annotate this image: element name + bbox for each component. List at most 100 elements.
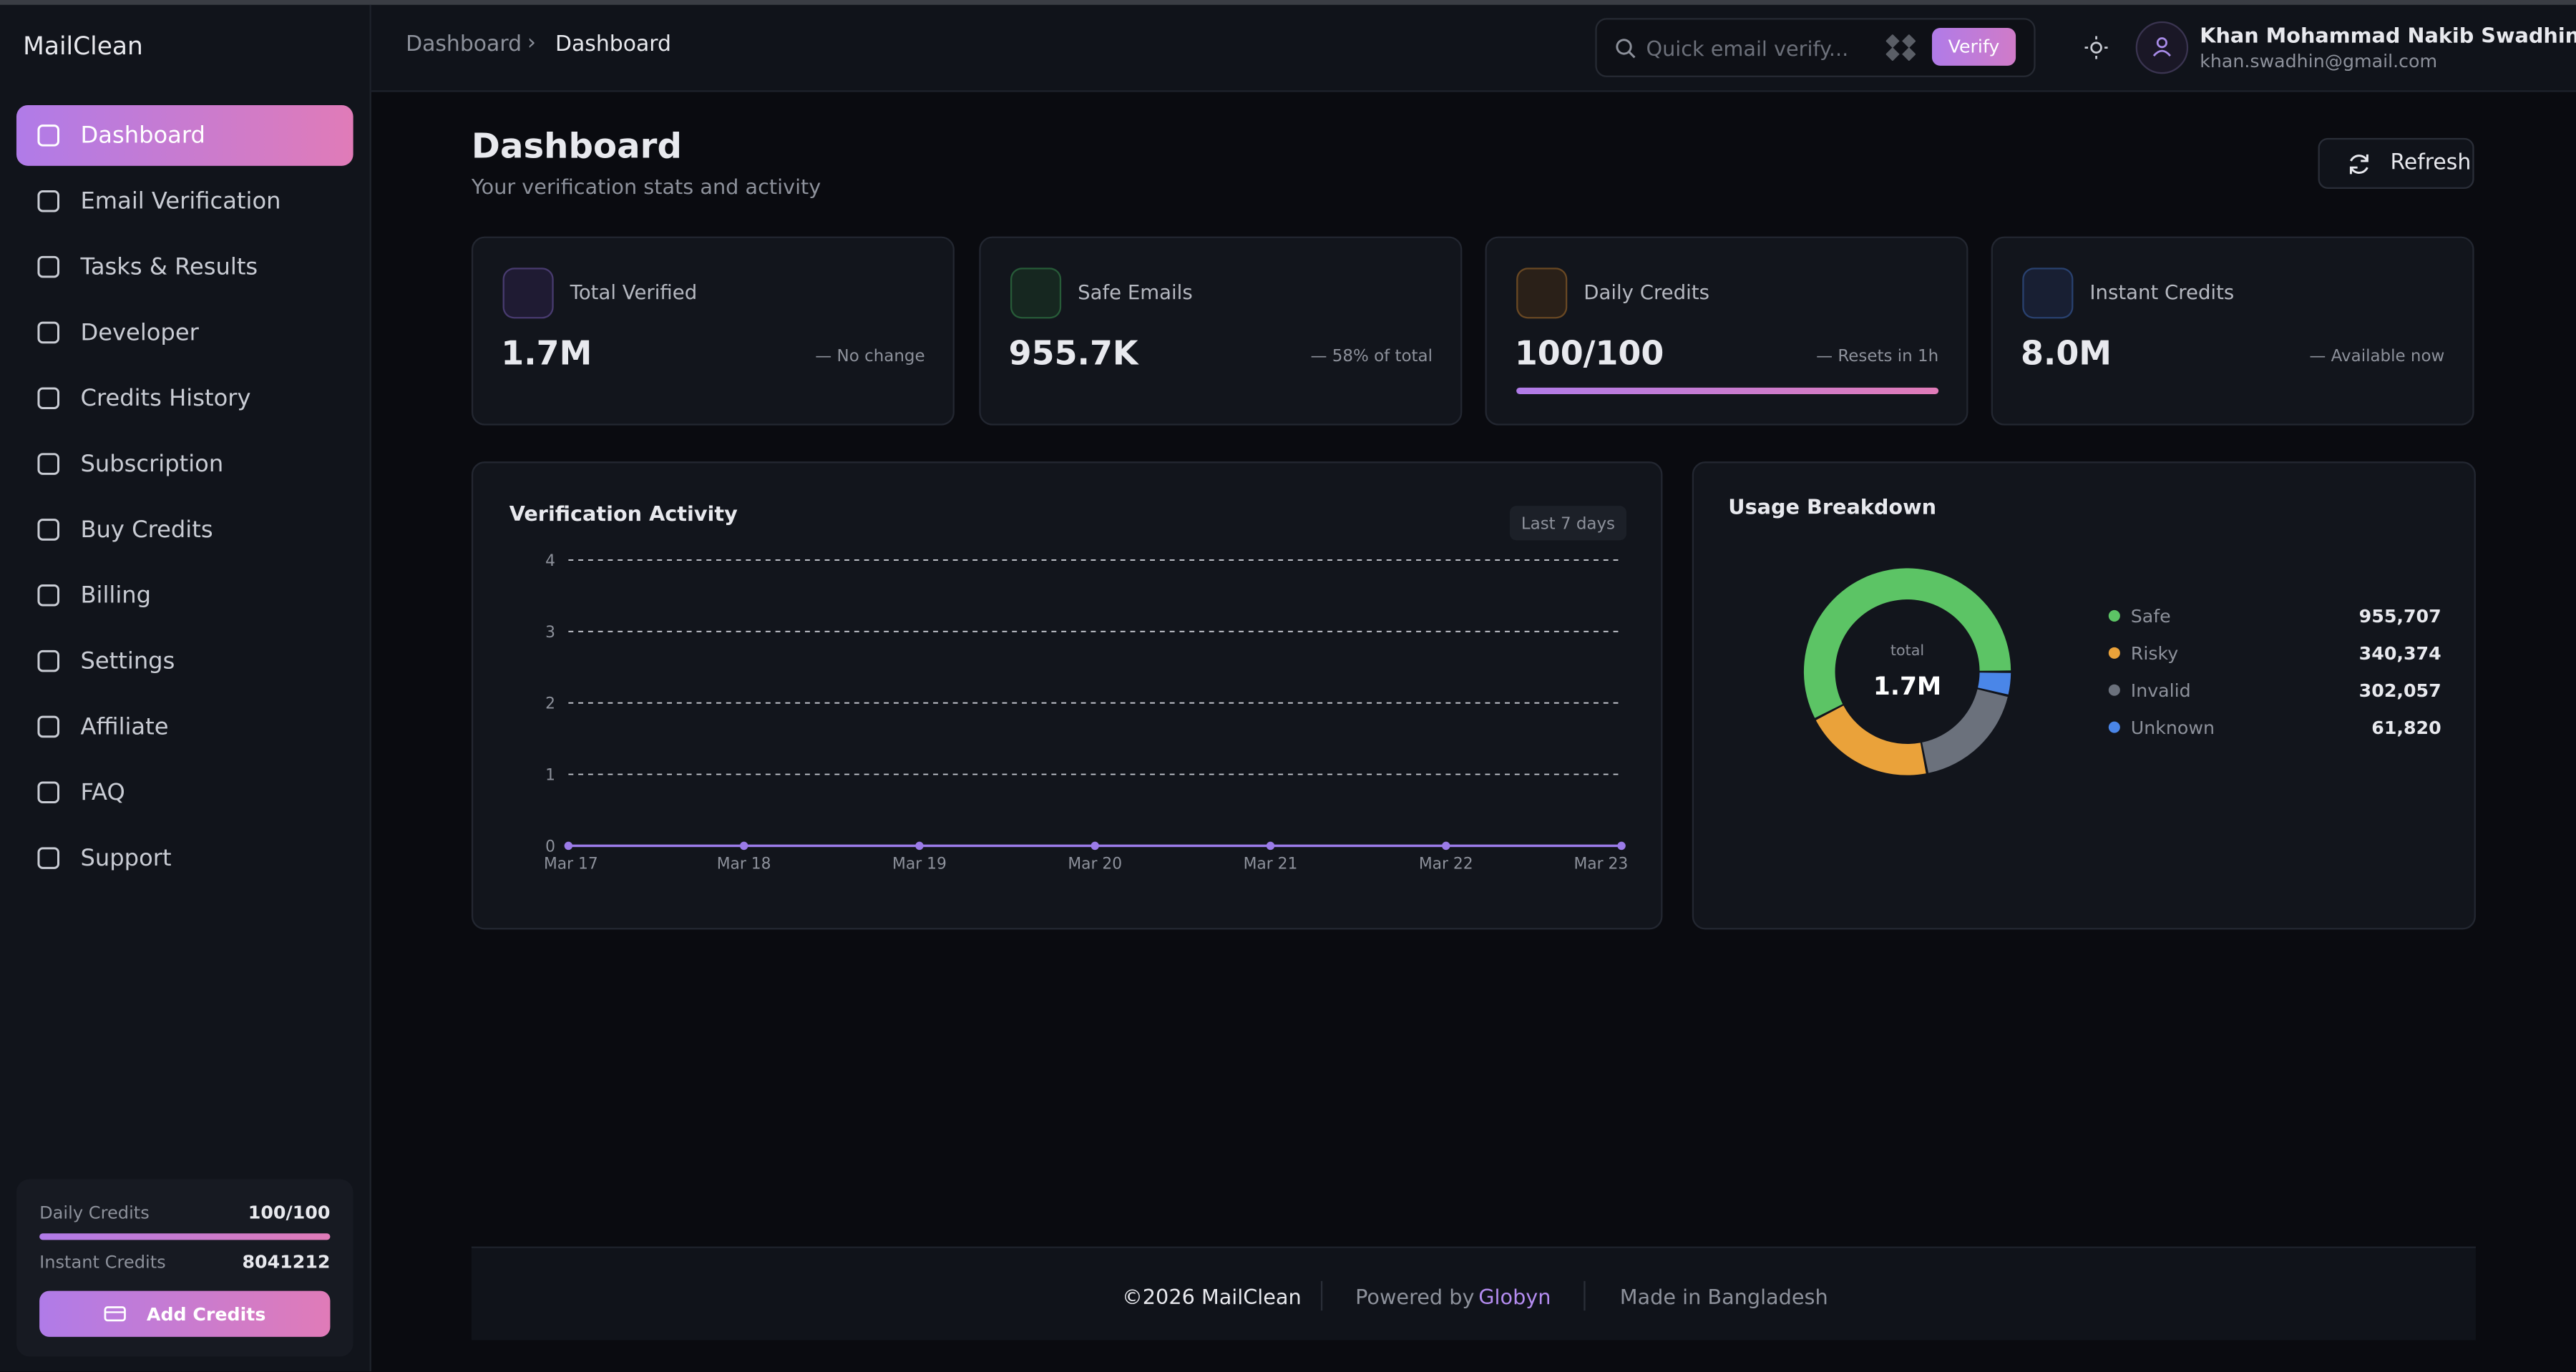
range-label: Last 7 days (1521, 514, 1615, 533)
stat-note: — 58% of total (1310, 348, 1433, 366)
nav-icon (37, 519, 59, 541)
nav-icon-shape (37, 584, 59, 607)
y-tick-label: 3 (545, 624, 555, 642)
nav-icon (37, 715, 59, 738)
stat-value: 955.7K (1008, 333, 1138, 373)
center-label: total (1890, 642, 1924, 659)
activity-point (1266, 841, 1275, 851)
add-credits-button[interactable]: Add Credits (39, 1290, 331, 1337)
nav-item[interactable]: Developer (16, 302, 353, 363)
x-tick-label: Mar 23 (1574, 856, 1628, 873)
nav-item[interactable]: Subscription (16, 433, 353, 494)
y-tick-label: 1 (545, 767, 555, 785)
user-icon (2152, 37, 2171, 57)
user-email: khan.swadhin@gmail.com (2200, 51, 2438, 73)
nav-icon (37, 321, 59, 344)
nav-item[interactable]: Settings (16, 631, 353, 692)
stat-progress (1516, 387, 1939, 395)
legend-label: Invalid (2131, 680, 2191, 701)
nav-label: Credits History (80, 385, 251, 412)
nav-icon (37, 781, 59, 804)
center-value: 1.7M (1873, 672, 1941, 701)
nav-icon (37, 453, 59, 475)
nav-icon (37, 387, 59, 410)
legend-dot (2108, 609, 2120, 622)
activity-point (1091, 841, 1099, 851)
stat-card: Total Verified 1.7M — No change (471, 236, 955, 426)
nav-icon-shape (37, 519, 59, 541)
logo[interactable]: MailClean (23, 31, 143, 61)
stat-label: Safe Emails (1078, 280, 1193, 304)
usage-chart: Usage Breakdown total 1.7M Safe 955,707 Ri… (1728, 495, 2441, 775)
stat-label: Total Verified (570, 280, 698, 304)
stat-value: 8.0M (2020, 333, 2112, 373)
nav-label: Subscription (80, 451, 224, 477)
nav-icon-shape (37, 847, 59, 869)
legend-value: 955,707 (2359, 606, 2441, 627)
nav-icon-shape (37, 650, 59, 672)
theme-toggle[interactable] (2084, 36, 2108, 59)
nav-item[interactable]: Email Verification (16, 171, 353, 232)
daily-bar (39, 1233, 331, 1240)
daily-label: Daily Credits (39, 1203, 150, 1224)
nav-item[interactable]: Dashboard (16, 104, 353, 166)
stat-value: 100/100 (1514, 333, 1664, 373)
x-tick-label: Mar 19 (892, 856, 947, 873)
usage-card: Usage Breakdown total 1.7M Safe 955,707 Ri… (1692, 461, 2476, 930)
footer-link[interactable]: Globyn (1478, 1284, 1551, 1309)
stat-note: — Resets in 1h (1816, 348, 1939, 366)
nav-label: Tasks & Results (80, 253, 258, 280)
nav-item[interactable]: Affiliate (16, 696, 353, 757)
nav-item[interactable]: Credits History (16, 368, 353, 428)
footer-made: Made in Bangladesh (1619, 1284, 1828, 1309)
activity-chart: Verification Activity Last 7 days 0 1 2 3 4 M… (509, 501, 1629, 873)
range-pill[interactable] (1509, 506, 1626, 541)
stat-label: Daily Credits (1584, 280, 1709, 304)
footer-sep (1584, 1280, 1586, 1311)
nav-label: FAQ (80, 779, 125, 806)
search-icon (1616, 39, 1636, 59)
instant-label: Instant Credits (39, 1253, 166, 1273)
page-subtitle: Your verification stats and activity (471, 174, 821, 199)
stat-label: Instant Credits (2089, 280, 2235, 304)
nav-icon (37, 847, 59, 869)
activity-point (739, 841, 748, 851)
nav-icon (37, 650, 59, 672)
refresh-text: Refresh (2390, 151, 2472, 176)
stat-card: Safe Emails 955.7K — 58% of total (979, 236, 1463, 426)
nav-icon (37, 255, 59, 278)
donut-slice (1922, 689, 2008, 773)
activity-point (564, 841, 573, 851)
drag-icon (1885, 34, 1916, 61)
legend-label: Risky (2131, 643, 2178, 664)
breadcrumb-root[interactable]: Dashboard (406, 32, 522, 58)
nav-icon (37, 190, 59, 212)
refresh-button[interactable]: Refresh (2318, 137, 2474, 190)
nav-icon-shape (37, 255, 59, 278)
search-box[interactable]: Quick email verify... Verify (1595, 18, 2036, 77)
nav-item[interactable]: Buy Credits (16, 499, 353, 560)
nav-item[interactable]: FAQ (16, 762, 353, 823)
nav-icon-shape (37, 387, 59, 410)
nav-item[interactable]: Billing (16, 565, 353, 626)
legend-dot (2108, 684, 2120, 696)
nav-icon-shape (37, 321, 59, 344)
nav-icon-shape (37, 781, 59, 804)
avatar[interactable] (2135, 21, 2189, 74)
add-credits-text: Add Credits (146, 1303, 266, 1325)
activity-point (1442, 841, 1450, 851)
stat-icon (1516, 268, 1568, 319)
instant-value: 8041212 (242, 1251, 331, 1273)
nav-item[interactable]: Support (16, 828, 353, 888)
nav-item[interactable]: Tasks & Results (16, 237, 353, 298)
footer: ©2026 MailClean Powered by Globyn Made i… (471, 1246, 2476, 1341)
legend-label: Safe (2131, 606, 2171, 627)
activity-point (915, 841, 924, 851)
donut-slice (1978, 672, 2011, 695)
window-bar (0, 0, 2576, 5)
verify-button[interactable]: Verify (1931, 28, 2016, 66)
stat-icon (1010, 268, 1062, 319)
legend-value: 302,057 (2359, 680, 2441, 701)
